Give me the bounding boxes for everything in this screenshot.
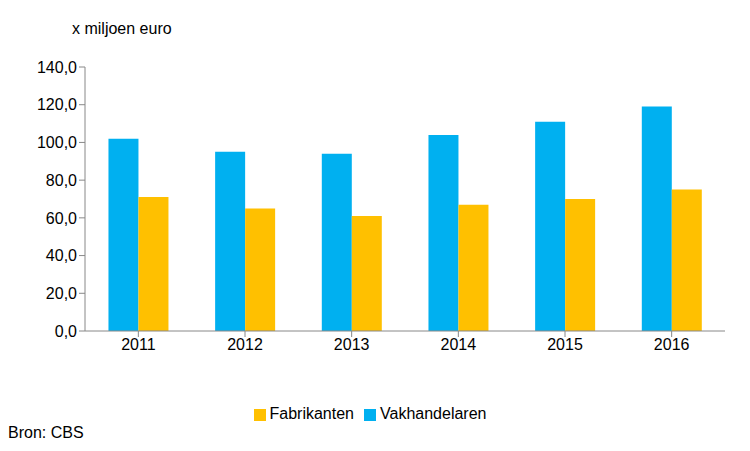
svg-text:2011: 2011: [121, 336, 156, 353]
svg-text:40,0: 40,0: [46, 247, 77, 264]
svg-text:2012: 2012: [227, 336, 263, 353]
svg-text:20,0: 20,0: [46, 285, 77, 302]
svg-text:0,0: 0,0: [55, 323, 77, 340]
svg-text:2015: 2015: [547, 336, 583, 353]
svg-text:140,0: 140,0: [37, 59, 77, 76]
svg-text:2014: 2014: [441, 336, 477, 353]
svg-text:2016: 2016: [654, 336, 690, 353]
svg-text:60,0: 60,0: [46, 210, 77, 227]
html-text:Fabrikanten: Fabrikanten: [269, 405, 354, 422]
svg-text:100,0: 100,0: [37, 134, 77, 151]
svg-text:2013: 2013: [334, 336, 370, 353]
html-text:x miljoen euro: x miljoen euro: [72, 20, 172, 37]
html-text:Vakhandelaren: Vakhandelaren: [380, 405, 487, 422]
svg-text:120,0: 120,0: [37, 96, 77, 113]
html-text:Bron: CBS: Bron: CBS: [8, 424, 84, 441]
svg-text:80,0: 80,0: [46, 172, 77, 189]
